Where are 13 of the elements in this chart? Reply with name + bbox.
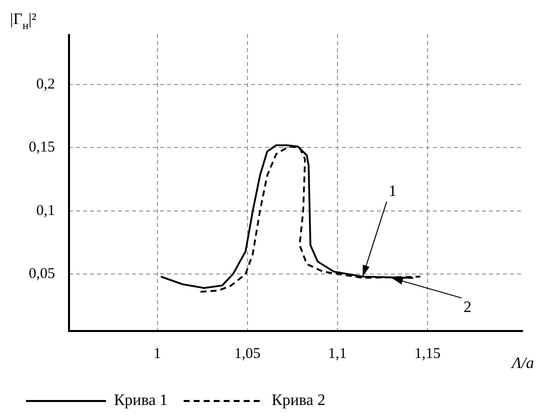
y-tick-label: 0,1 xyxy=(36,202,55,219)
x-tick-label: 1 xyxy=(154,346,162,362)
annotation: 1 xyxy=(388,182,397,200)
x-tick-label: 1,1 xyxy=(328,346,347,362)
x-tick-label: 1,15 xyxy=(414,346,441,362)
x-tick-label: 1,05 xyxy=(234,346,260,362)
annotation: 2 xyxy=(463,299,472,316)
y-tick-label: 0,15 xyxy=(28,140,55,156)
legend-label: Крива 1 xyxy=(114,392,168,410)
legend-label: Крива 2 xyxy=(272,392,326,410)
y-tick-label: 0,2 xyxy=(36,76,55,92)
x-axis-title: Λ/a xyxy=(510,355,534,372)
y-tick-label: 0,05 xyxy=(28,266,55,282)
